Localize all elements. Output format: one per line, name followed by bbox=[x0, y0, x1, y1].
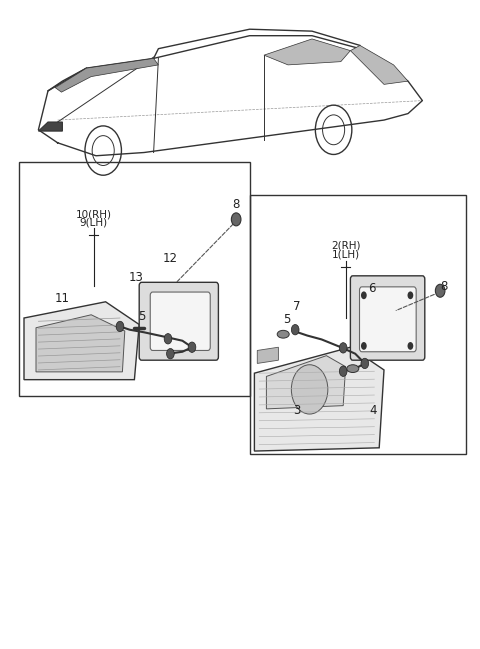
Text: 12: 12 bbox=[163, 252, 178, 265]
Circle shape bbox=[231, 213, 241, 226]
Polygon shape bbox=[264, 39, 350, 65]
Bar bbox=[19, 162, 250, 396]
Polygon shape bbox=[36, 315, 125, 372]
Polygon shape bbox=[55, 58, 158, 92]
Text: 5: 5 bbox=[138, 310, 146, 323]
Circle shape bbox=[361, 358, 369, 369]
Circle shape bbox=[291, 365, 328, 414]
Ellipse shape bbox=[347, 365, 359, 373]
Circle shape bbox=[188, 342, 196, 352]
Circle shape bbox=[361, 342, 367, 350]
Text: 7: 7 bbox=[293, 300, 300, 313]
Bar bbox=[250, 195, 466, 454]
FancyBboxPatch shape bbox=[350, 276, 425, 360]
Polygon shape bbox=[266, 356, 346, 409]
Circle shape bbox=[408, 291, 413, 299]
Text: 5: 5 bbox=[283, 313, 291, 326]
Text: 10(RH): 10(RH) bbox=[76, 209, 111, 219]
Circle shape bbox=[167, 349, 174, 359]
Text: 11: 11 bbox=[55, 292, 70, 305]
Circle shape bbox=[164, 334, 172, 344]
Circle shape bbox=[435, 284, 445, 297]
Text: 1(LH): 1(LH) bbox=[332, 249, 360, 260]
Text: 9(LH): 9(LH) bbox=[80, 217, 108, 228]
Circle shape bbox=[116, 321, 124, 332]
Text: 8: 8 bbox=[232, 198, 240, 211]
Polygon shape bbox=[38, 122, 62, 131]
Text: 13: 13 bbox=[129, 271, 143, 284]
Text: 2(RH): 2(RH) bbox=[331, 240, 360, 251]
Polygon shape bbox=[24, 302, 139, 380]
Circle shape bbox=[408, 342, 413, 350]
Circle shape bbox=[361, 291, 367, 299]
Text: 4: 4 bbox=[370, 404, 377, 417]
Polygon shape bbox=[257, 347, 278, 363]
Polygon shape bbox=[254, 347, 384, 451]
FancyBboxPatch shape bbox=[360, 287, 416, 352]
Text: 3: 3 bbox=[293, 404, 300, 417]
Ellipse shape bbox=[277, 330, 289, 338]
FancyBboxPatch shape bbox=[139, 282, 218, 360]
Circle shape bbox=[339, 366, 347, 376]
Circle shape bbox=[339, 343, 347, 353]
FancyBboxPatch shape bbox=[150, 292, 210, 350]
Text: 8: 8 bbox=[440, 280, 448, 293]
Polygon shape bbox=[350, 45, 408, 84]
Circle shape bbox=[291, 324, 299, 335]
Text: 6: 6 bbox=[368, 282, 376, 295]
